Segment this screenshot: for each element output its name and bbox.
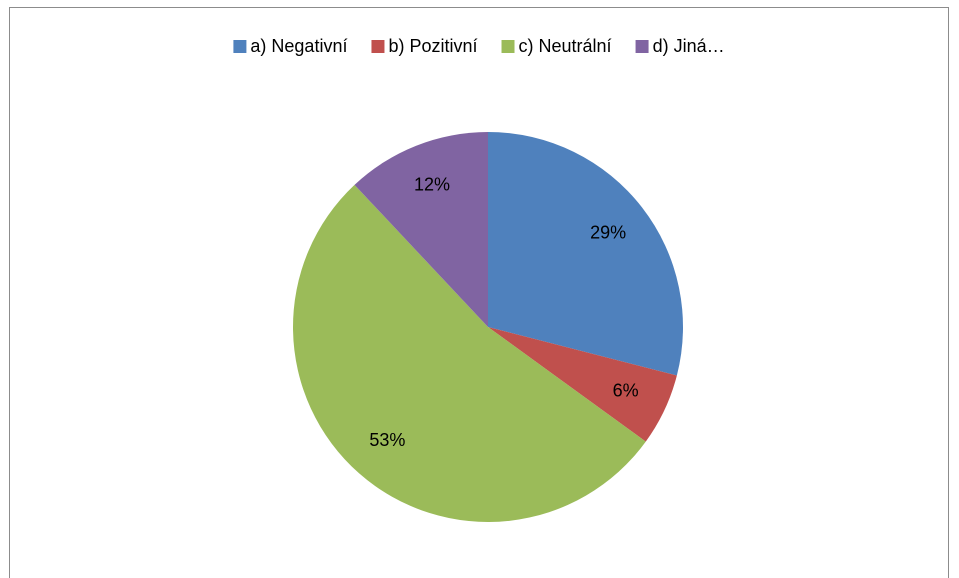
data-label: 29%: [590, 223, 626, 243]
pie-slice: [293, 184, 646, 522]
data-label: 12%: [414, 174, 450, 194]
legend-swatch: [233, 40, 247, 53]
data-label: 53%: [369, 430, 405, 450]
legend-swatch: [371, 40, 385, 53]
legend-label: a) Negativní: [250, 36, 347, 56]
pie-slice: [488, 132, 684, 376]
pie-slice: [354, 132, 488, 327]
legend-swatch: [635, 40, 649, 53]
legend-label: d) Jiná…: [653, 36, 725, 56]
legend-label: b) Pozitivní: [388, 36, 477, 56]
data-label: 6%: [613, 381, 639, 401]
pie-slice: [488, 327, 677, 442]
legend-label: c) Neutrální: [519, 36, 612, 56]
legend-swatch: [501, 40, 515, 53]
